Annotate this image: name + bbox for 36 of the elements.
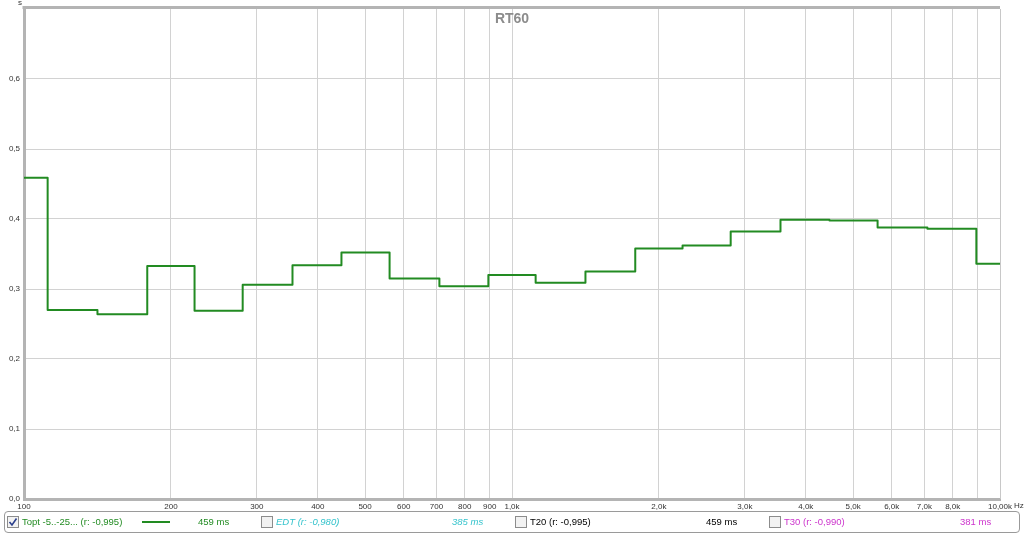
y-tick-label: 0,2	[8, 354, 21, 364]
x-tick-label: 8,0k	[945, 502, 962, 511]
x-tick-label: 200	[164, 502, 179, 511]
text: EDT (r: -0,980)	[276, 516, 340, 528]
y-tick-label: 0,0	[8, 494, 21, 504]
x-tick-label: 5,0k	[845, 502, 862, 511]
x-tick-label: 4,0k	[798, 502, 815, 511]
text: 459 ms	[198, 516, 230, 528]
x-tick-label: 600	[397, 502, 411, 511]
x-tick-label: 2,0k	[651, 502, 668, 511]
x-tick-label: 700	[429, 502, 444, 511]
y-tick-label: 0,6	[8, 74, 21, 84]
y-tick-label: 0,5	[8, 144, 21, 154]
x-tick-label: 300	[250, 502, 265, 511]
x-tick-label: 6,0k	[884, 502, 901, 511]
x-tick-label: 100	[17, 502, 32, 511]
text: T20 (r: -0,995)	[530, 516, 591, 528]
x-axis-title: Hz	[1014, 501, 1024, 511]
chart-title: RT60	[494, 9, 530, 26]
x-tick-label: 10,00k	[987, 502, 1013, 511]
x-tick-label: 3,0k	[737, 502, 754, 511]
x-tick-label: 400	[311, 502, 326, 511]
text: 459 ms	[706, 516, 738, 528]
y-tick-label: 0,1	[8, 424, 21, 434]
y-axis-title: s	[18, 0, 22, 8]
text: 385 ms	[452, 516, 484, 528]
x-tick-label: 900	[482, 502, 497, 511]
text: 381 ms	[960, 516, 992, 528]
x-tick-label: 500	[358, 502, 373, 511]
y-tick-label: 0,4	[8, 214, 21, 224]
y-tick-label: 0,3	[8, 284, 21, 294]
x-tick-label: 1,0k	[504, 502, 521, 511]
text: Topt -5..-25... (r: -0,995)	[22, 516, 123, 528]
x-tick-label: 7,0k	[916, 502, 933, 511]
text: T30 (r: -0,990)	[784, 516, 845, 528]
x-tick-label: 800	[458, 502, 472, 511]
